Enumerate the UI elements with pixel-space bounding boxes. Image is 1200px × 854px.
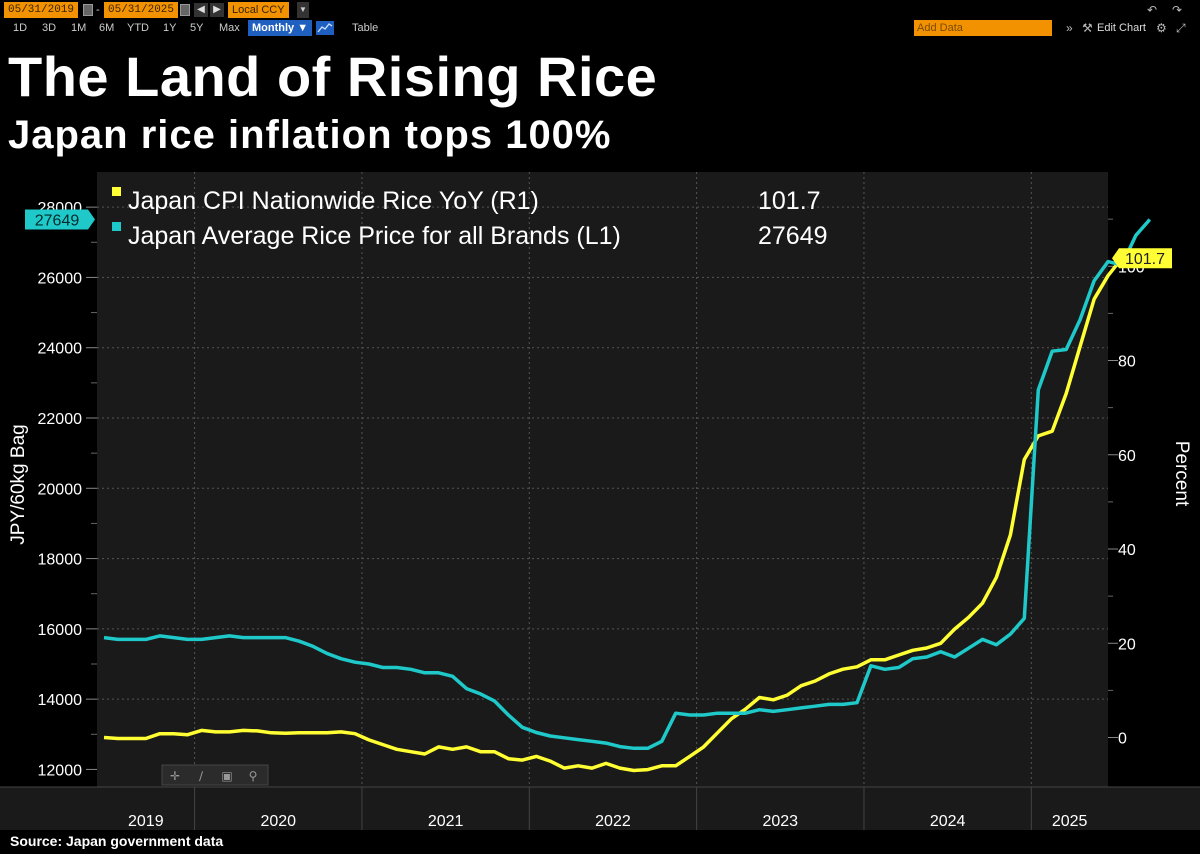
undo-icon[interactable]: ↶	[1147, 3, 1158, 17]
right-value-tag	[1112, 248, 1172, 269]
right-tick-label: 0	[1118, 731, 1127, 748]
left-value-tag-label: 27649	[35, 212, 80, 229]
value-tags: 27649 101.7	[25, 209, 1172, 269]
period-3d[interactable]: 3D	[42, 22, 57, 34]
chart-title: The Land of Rising Rice	[8, 45, 658, 108]
right-axis: 020406080100Percent	[1108, 218, 1192, 748]
period-ytd[interactable]: YTD	[127, 22, 149, 34]
gear-icon[interactable]: ⚙	[1156, 21, 1167, 35]
x-tick-label: 2024	[930, 813, 966, 830]
chevron-down-icon[interactable]: ▼	[297, 2, 309, 18]
x-tick-label: 2021	[428, 813, 464, 830]
right-axis-label: Percent	[1171, 441, 1192, 507]
left-axis-label: JPY/60kg Bag	[8, 424, 29, 544]
redo-icon[interactable]: ↷	[1172, 3, 1183, 17]
x-tick-label: 2022	[595, 813, 631, 830]
right-value-tag-label: 101.7	[1125, 251, 1165, 268]
toolbar: 05/31/2019 - 05/31/2025 ◀ ▶ Local CCY ▼ …	[0, 0, 1200, 38]
series-line-rice-price	[103, 218, 1152, 751]
right-tick-label: 80	[1118, 354, 1136, 371]
expand-icon[interactable]: ⤢	[1176, 21, 1186, 35]
wrench-icon[interactable]: ⚒	[1082, 21, 1093, 35]
left-tick-label: 24000	[38, 341, 83, 358]
pencil-icon[interactable]: ∕	[199, 769, 204, 783]
calendar-icon[interactable]	[180, 4, 190, 16]
date-separator: -	[96, 4, 100, 16]
source-note: Source: Japan government data	[10, 833, 224, 849]
x-tick-label: 2019	[128, 813, 164, 830]
period-1d[interactable]: 1D	[13, 22, 28, 34]
x-tick-label: 2023	[762, 813, 798, 830]
x-tick-label: 2025	[1052, 813, 1088, 830]
start-date-field[interactable]: 05/31/2019	[4, 2, 79, 18]
series-lines	[103, 218, 1152, 773]
period-1y[interactable]: 1Y	[163, 22, 177, 34]
legend-swatch	[112, 187, 121, 196]
edit-chart-button[interactable]: Edit Chart	[1097, 22, 1146, 34]
period-5y[interactable]: 5Y	[190, 22, 204, 34]
legend-value: 27649	[758, 222, 828, 250]
right-tick-label: 20	[1118, 636, 1136, 653]
legend: Japan CPI Nationwide Rice YoY (R1) 101.7 J…	[112, 187, 828, 250]
end-date-field[interactable]: 05/31/2025	[104, 2, 179, 18]
line-chart-icon[interactable]	[316, 21, 334, 35]
magnifier-icon[interactable]: ⚲	[249, 769, 258, 783]
period-1m[interactable]: 1M	[71, 22, 87, 34]
legend-label: Japan CPI Nationwide Rice YoY (R1)	[128, 187, 539, 215]
period-6m[interactable]: 6M	[99, 22, 115, 34]
chevron-left-icon[interactable]: ◀	[194, 3, 208, 17]
calendar-icon[interactable]	[83, 4, 93, 16]
left-tick-label: 26000	[38, 270, 83, 287]
legend-value: 101.7	[758, 187, 821, 215]
zoom-toolbar-bg	[161, 764, 269, 786]
table-button[interactable]: Table	[352, 22, 379, 34]
left-tick-label: 16000	[38, 622, 83, 639]
right-tick-label: 40	[1118, 542, 1136, 559]
legend-swatch	[112, 222, 121, 231]
collapse-icon[interactable]: »	[1066, 21, 1073, 35]
x-tick-label: 2020	[260, 813, 296, 830]
toolbar-row-dates: 05/31/2019 - 05/31/2025 ◀ ▶ Local CCY ▼ …	[0, 2, 1200, 20]
crosshair-icon[interactable]: ✛	[170, 769, 180, 783]
left-tick-label: 18000	[38, 552, 83, 569]
left-tick-label: 14000	[38, 692, 83, 709]
chart-subtitle: Japan rice inflation tops 100%	[8, 113, 612, 157]
frequency-select[interactable]: Monthly ▼	[248, 20, 313, 36]
grid	[97, 172, 1108, 787]
zoom-toolbar[interactable]: ✛ ∕ ▣ ⚲	[161, 764, 269, 786]
left-value-tag	[25, 209, 95, 230]
left-axis: 12000 14000 16000 18000 20000 22000 24000 26000…	[8, 200, 97, 779]
plot-area	[97, 172, 1108, 787]
x-axis-band	[0, 787, 1200, 830]
legend-label: Japan Average Rice Price for all Brands …	[128, 222, 621, 250]
currency-select[interactable]: Local CCY	[228, 2, 289, 18]
right-tick-label: 60	[1118, 448, 1136, 465]
left-tick-label: 20000	[38, 481, 83, 498]
left-tick-label: 12000	[38, 762, 83, 779]
period-max[interactable]: Max	[219, 22, 240, 34]
save-icon[interactable]: ▣	[221, 769, 232, 783]
toolbar-row-periods: 1D 3D 1M 6M YTD 1Y 5Y Max Monthly ▼ Tabl…	[0, 20, 1200, 38]
add-data-input[interactable]: Add Data	[914, 20, 1052, 36]
chevron-right-icon[interactable]: ▶	[210, 3, 224, 17]
series-line-rice-cpi-yoy	[103, 257, 1124, 773]
left-tick-label: 22000	[38, 411, 83, 428]
x-axis: 2019 2020 2021 2022 2023 2024 2025	[0, 786, 1200, 830]
